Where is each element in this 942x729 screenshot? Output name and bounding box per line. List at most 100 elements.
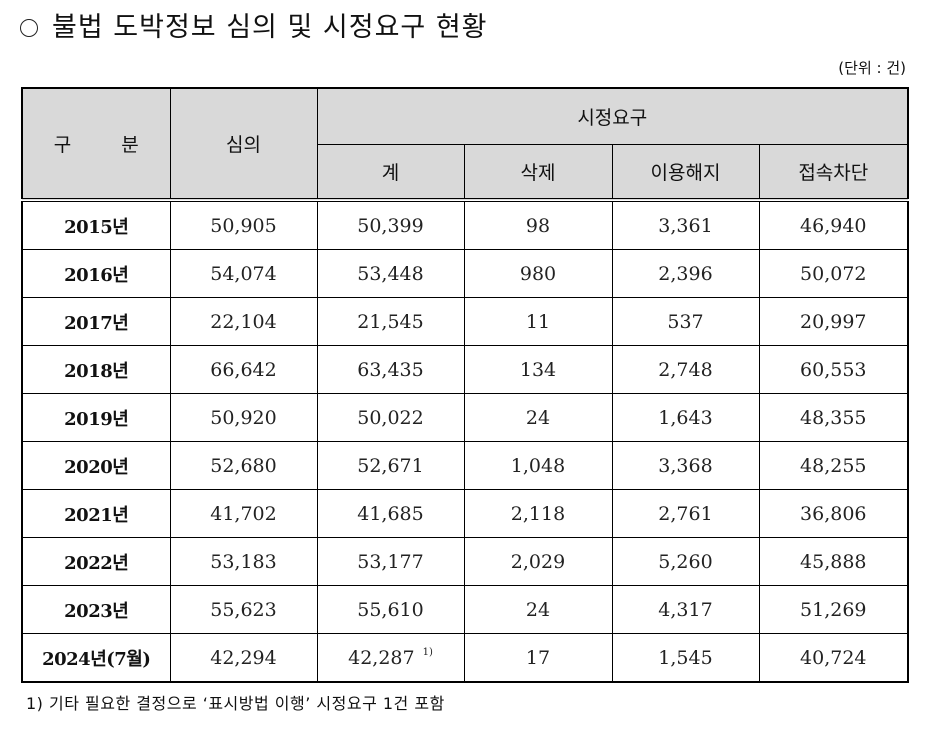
table-row: 2019년 50,920 50,022 24 1,643 48,355 <box>21 393 909 442</box>
suspension-cell-value: 1,545 <box>658 646 713 669</box>
deletion-cell: 24 <box>463 393 613 442</box>
deletion-cell-value: 134 <box>519 358 557 381</box>
table-row: 2017년 22,104 21,545 11 537 20,997 <box>21 297 909 346</box>
year-cell: 2018년 <box>21 345 171 394</box>
deletion-cell: 1,048 <box>463 441 613 490</box>
deletion-cell: 11 <box>463 297 613 346</box>
table-body: 2015년 50,905 50,399 98 3,361 46,940 2016년 54,07… <box>21 199 909 683</box>
deletion-cell-value: 11 <box>525 310 551 333</box>
access-block-cell: 50,072 <box>758 249 909 298</box>
year-cell-value: 2017년 <box>64 312 129 334</box>
access-block-cell: 51,269 <box>758 585 909 634</box>
year-cell-value: 2024년(7월) <box>42 648 151 670</box>
table-row: 2016년 54,074 53,448 980 2,396 50,072 <box>21 249 909 298</box>
review-cell: 50,905 <box>169 199 318 250</box>
deletion-cell: 2,118 <box>463 489 613 538</box>
year-cell-value: 2016년 <box>64 264 129 286</box>
access-block-cell: 48,355 <box>758 393 909 442</box>
access-block-cell-value: 50,072 <box>800 262 867 285</box>
suspension-cell-value: 3,368 <box>658 454 713 477</box>
total-cell-value: 53,177 <box>357 550 424 573</box>
header-review: 심의 <box>169 87 318 202</box>
total-cell: 42,287 1) <box>316 633 465 683</box>
total-cell: 52,671 <box>316 441 465 490</box>
year-cell-value: 2020년 <box>64 456 129 478</box>
year-cell-value: 2015년 <box>64 216 129 238</box>
deletion-cell-value: 17 <box>525 646 551 669</box>
total-cell: 50,399 <box>316 199 465 250</box>
review-cell: 22,104 <box>169 297 318 346</box>
suspension-cell: 4,317 <box>611 585 760 634</box>
suspension-cell: 537 <box>611 297 760 346</box>
total-cell-value: 52,671 <box>357 454 424 477</box>
suspension-cell-value: 4,317 <box>658 598 713 621</box>
year-cell: 2016년 <box>21 249 171 298</box>
access-block-cell: 36,806 <box>758 489 909 538</box>
review-cell: 54,074 <box>169 249 318 298</box>
review-cell: 50,920 <box>169 393 318 442</box>
suspension-cell-value: 2,748 <box>658 358 713 381</box>
total-cell: 50,022 <box>316 393 465 442</box>
suspension-cell-value: 1,643 <box>658 406 713 429</box>
year-cell: 2023년 <box>21 585 171 634</box>
header-category: 구 분 <box>21 87 171 202</box>
suspension-cell: 3,361 <box>611 199 760 250</box>
review-cell-value: 66,642 <box>210 358 277 381</box>
deletion-cell-value: 24 <box>525 598 551 621</box>
circle-bullet-icon <box>20 19 38 37</box>
suspension-cell: 2,748 <box>611 345 760 394</box>
table-row: 2021년 41,702 41,685 2,118 2,761 36,806 <box>21 489 909 538</box>
access-block-cell-value: 45,888 <box>800 550 867 573</box>
table-row: 2024년(7월) 42,294 42,287 1) 17 1,545 40,724 <box>21 633 909 683</box>
year-cell-value: 2018년 <box>64 360 129 382</box>
review-cell: 52,680 <box>169 441 318 490</box>
header-access-block: 접속차단 <box>758 144 909 202</box>
access-block-cell: 48,255 <box>758 441 909 490</box>
year-cell-value: 2021년 <box>64 504 129 526</box>
review-cell-value: 50,920 <box>210 406 277 429</box>
deletion-cell-value: 2,118 <box>510 502 566 525</box>
gambling-review-table: 구 분 심의 시정요구 계 삭제 이용해지 접속차단 2015년 50,905 50… <box>21 87 910 683</box>
header-correction-group: 시정요구 <box>316 87 909 145</box>
year-cell: 2021년 <box>21 489 171 538</box>
total-cell-value: 50,399 <box>357 214 424 237</box>
deletion-cell: 134 <box>463 345 613 394</box>
year-cell-value: 2023년 <box>64 600 129 622</box>
suspension-cell: 2,396 <box>611 249 760 298</box>
deletion-cell-value: 1,048 <box>510 454 566 477</box>
deletion-cell-value: 24 <box>525 406 551 429</box>
table-header: 구 분 심의 시정요구 계 삭제 이용해지 접속차단 <box>21 87 909 202</box>
review-cell: 53,183 <box>169 537 318 586</box>
access-block-cell: 20,997 <box>758 297 909 346</box>
deletion-cell-value: 980 <box>519 262 557 285</box>
access-block-cell-value: 46,940 <box>800 214 867 237</box>
deletion-cell: 17 <box>463 633 613 683</box>
table-row: 2015년 50,905 50,399 98 3,361 46,940 <box>21 199 909 250</box>
access-block-cell-value: 51,269 <box>800 598 867 621</box>
suspension-cell: 5,260 <box>611 537 760 586</box>
footnote: 1) 기타 필요한 결정으로 ‘표시방법 이행’ 시정요구 1건 포함 <box>26 694 445 713</box>
review-cell: 66,642 <box>169 345 318 394</box>
access-block-cell: 60,553 <box>758 345 909 394</box>
review-cell-value: 41,702 <box>210 502 277 525</box>
access-block-cell: 45,888 <box>758 537 909 586</box>
page-title: 불법 도박정보 심의 및 시정요구 현황 <box>20 10 488 46</box>
total-cell: 41,685 <box>316 489 465 538</box>
footnote-marker: 1) <box>422 646 433 658</box>
suspension-cell-value: 537 <box>667 310 704 333</box>
total-cell-value: 50,022 <box>357 406 424 429</box>
review-cell: 41,702 <box>169 489 318 538</box>
suspension-cell: 3,368 <box>611 441 760 490</box>
total-cell-value: 42,287 <box>348 646 415 669</box>
table-row: 2022년 53,183 53,177 2,029 5,260 45,888 <box>21 537 909 586</box>
year-cell: 2017년 <box>21 297 171 346</box>
review-cell-value: 22,104 <box>210 310 277 333</box>
total-cell: 21,545 <box>316 297 465 346</box>
year-cell: 2024년(7월) <box>21 633 171 683</box>
review-cell-value: 54,074 <box>210 262 277 285</box>
table-row: 2018년 66,642 63,435 134 2,748 60,553 <box>21 345 909 394</box>
suspension-cell: 1,643 <box>611 393 760 442</box>
review-cell-value: 52,680 <box>210 454 277 477</box>
unit-label: (단위 : 건) <box>838 59 906 77</box>
access-block-cell-value: 48,355 <box>800 406 867 429</box>
